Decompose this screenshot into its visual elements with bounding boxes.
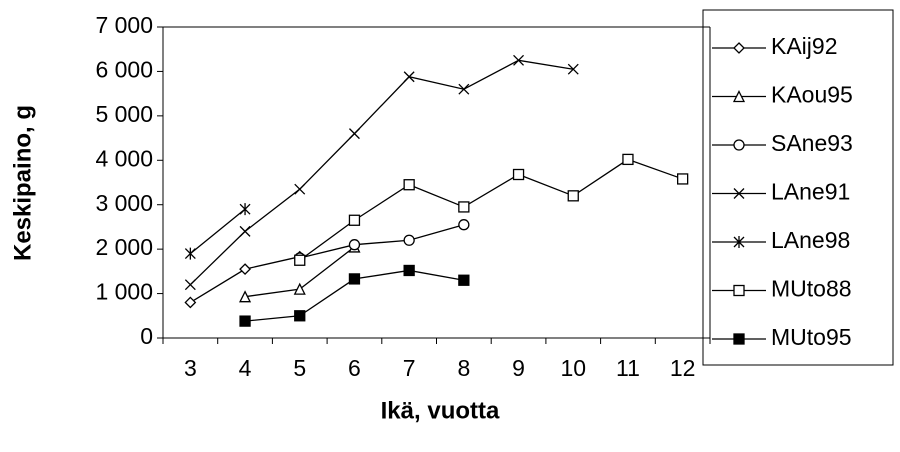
legend-label: KAij92 — [771, 33, 837, 59]
legend-label: MUto88 — [771, 276, 852, 302]
marker — [733, 333, 745, 345]
x-tick-label: 5 — [293, 355, 306, 381]
marker — [567, 63, 579, 75]
y-tick-label: 7 000 — [95, 12, 153, 38]
series-line — [299, 158, 683, 261]
marker — [294, 183, 306, 195]
marker — [403, 264, 415, 277]
marker — [403, 234, 415, 246]
marker — [458, 274, 470, 286]
marker — [458, 83, 470, 95]
marker — [733, 139, 745, 151]
x-tick-label: 9 — [512, 355, 525, 381]
marker — [733, 42, 745, 54]
marker — [184, 279, 196, 291]
marker — [567, 190, 579, 202]
x-tick-label: 12 — [670, 355, 696, 381]
marker — [294, 254, 306, 266]
x-tick-label: 7 — [403, 355, 416, 381]
marker — [403, 179, 415, 191]
marker — [677, 173, 689, 185]
x-tick-label: 4 — [239, 355, 252, 381]
y-tick-label: 3 000 — [95, 190, 153, 216]
marker — [348, 214, 361, 226]
marker — [733, 188, 745, 199]
y-tick-label: 4 000 — [95, 145, 153, 171]
series-line — [299, 224, 465, 259]
x-tick-label: 3 — [184, 355, 197, 381]
x-tick-label: 11 — [616, 355, 640, 381]
marker — [294, 310, 306, 322]
y-tick-label: 0 — [140, 323, 153, 349]
x-tick-label: 10 — [560, 355, 586, 381]
y-tick-label: 5 000 — [95, 101, 153, 127]
marker — [184, 247, 196, 260]
marker — [403, 71, 415, 83]
y-tick-label: 2 000 — [95, 234, 153, 260]
legend-label: MUto95 — [771, 324, 852, 350]
marker — [733, 284, 745, 297]
y-tick-label: 1 000 — [95, 279, 153, 305]
marker — [348, 239, 361, 251]
marker — [239, 263, 251, 276]
marker — [348, 273, 361, 285]
legend-label: LAne98 — [771, 227, 850, 253]
marker — [293, 282, 306, 295]
legend-box — [702, 9, 894, 366]
marker — [732, 90, 746, 103]
marker — [733, 236, 745, 248]
x-tick-label: 6 — [348, 355, 361, 381]
legend-label: KAou95 — [771, 82, 853, 108]
series-line — [189, 59, 574, 286]
marker — [238, 290, 252, 303]
marker — [458, 201, 470, 213]
marker — [513, 54, 525, 66]
marker — [239, 225, 251, 237]
marker — [348, 128, 360, 140]
series-line — [189, 208, 246, 255]
marker — [458, 219, 470, 231]
legend-label: LAne91 — [771, 179, 850, 205]
legend-label: SAne93 — [771, 130, 853, 156]
marker — [184, 296, 197, 309]
y-tick-label: 6 000 — [95, 57, 153, 83]
marker — [239, 203, 251, 216]
marker — [512, 168, 525, 181]
marker — [239, 315, 251, 327]
x-tick-label: 8 — [457, 355, 470, 381]
marker — [622, 153, 634, 166]
y-axis-title: Keskipaino, g — [9, 105, 36, 261]
x-axis-title: Ikä, vuotta — [381, 397, 500, 424]
